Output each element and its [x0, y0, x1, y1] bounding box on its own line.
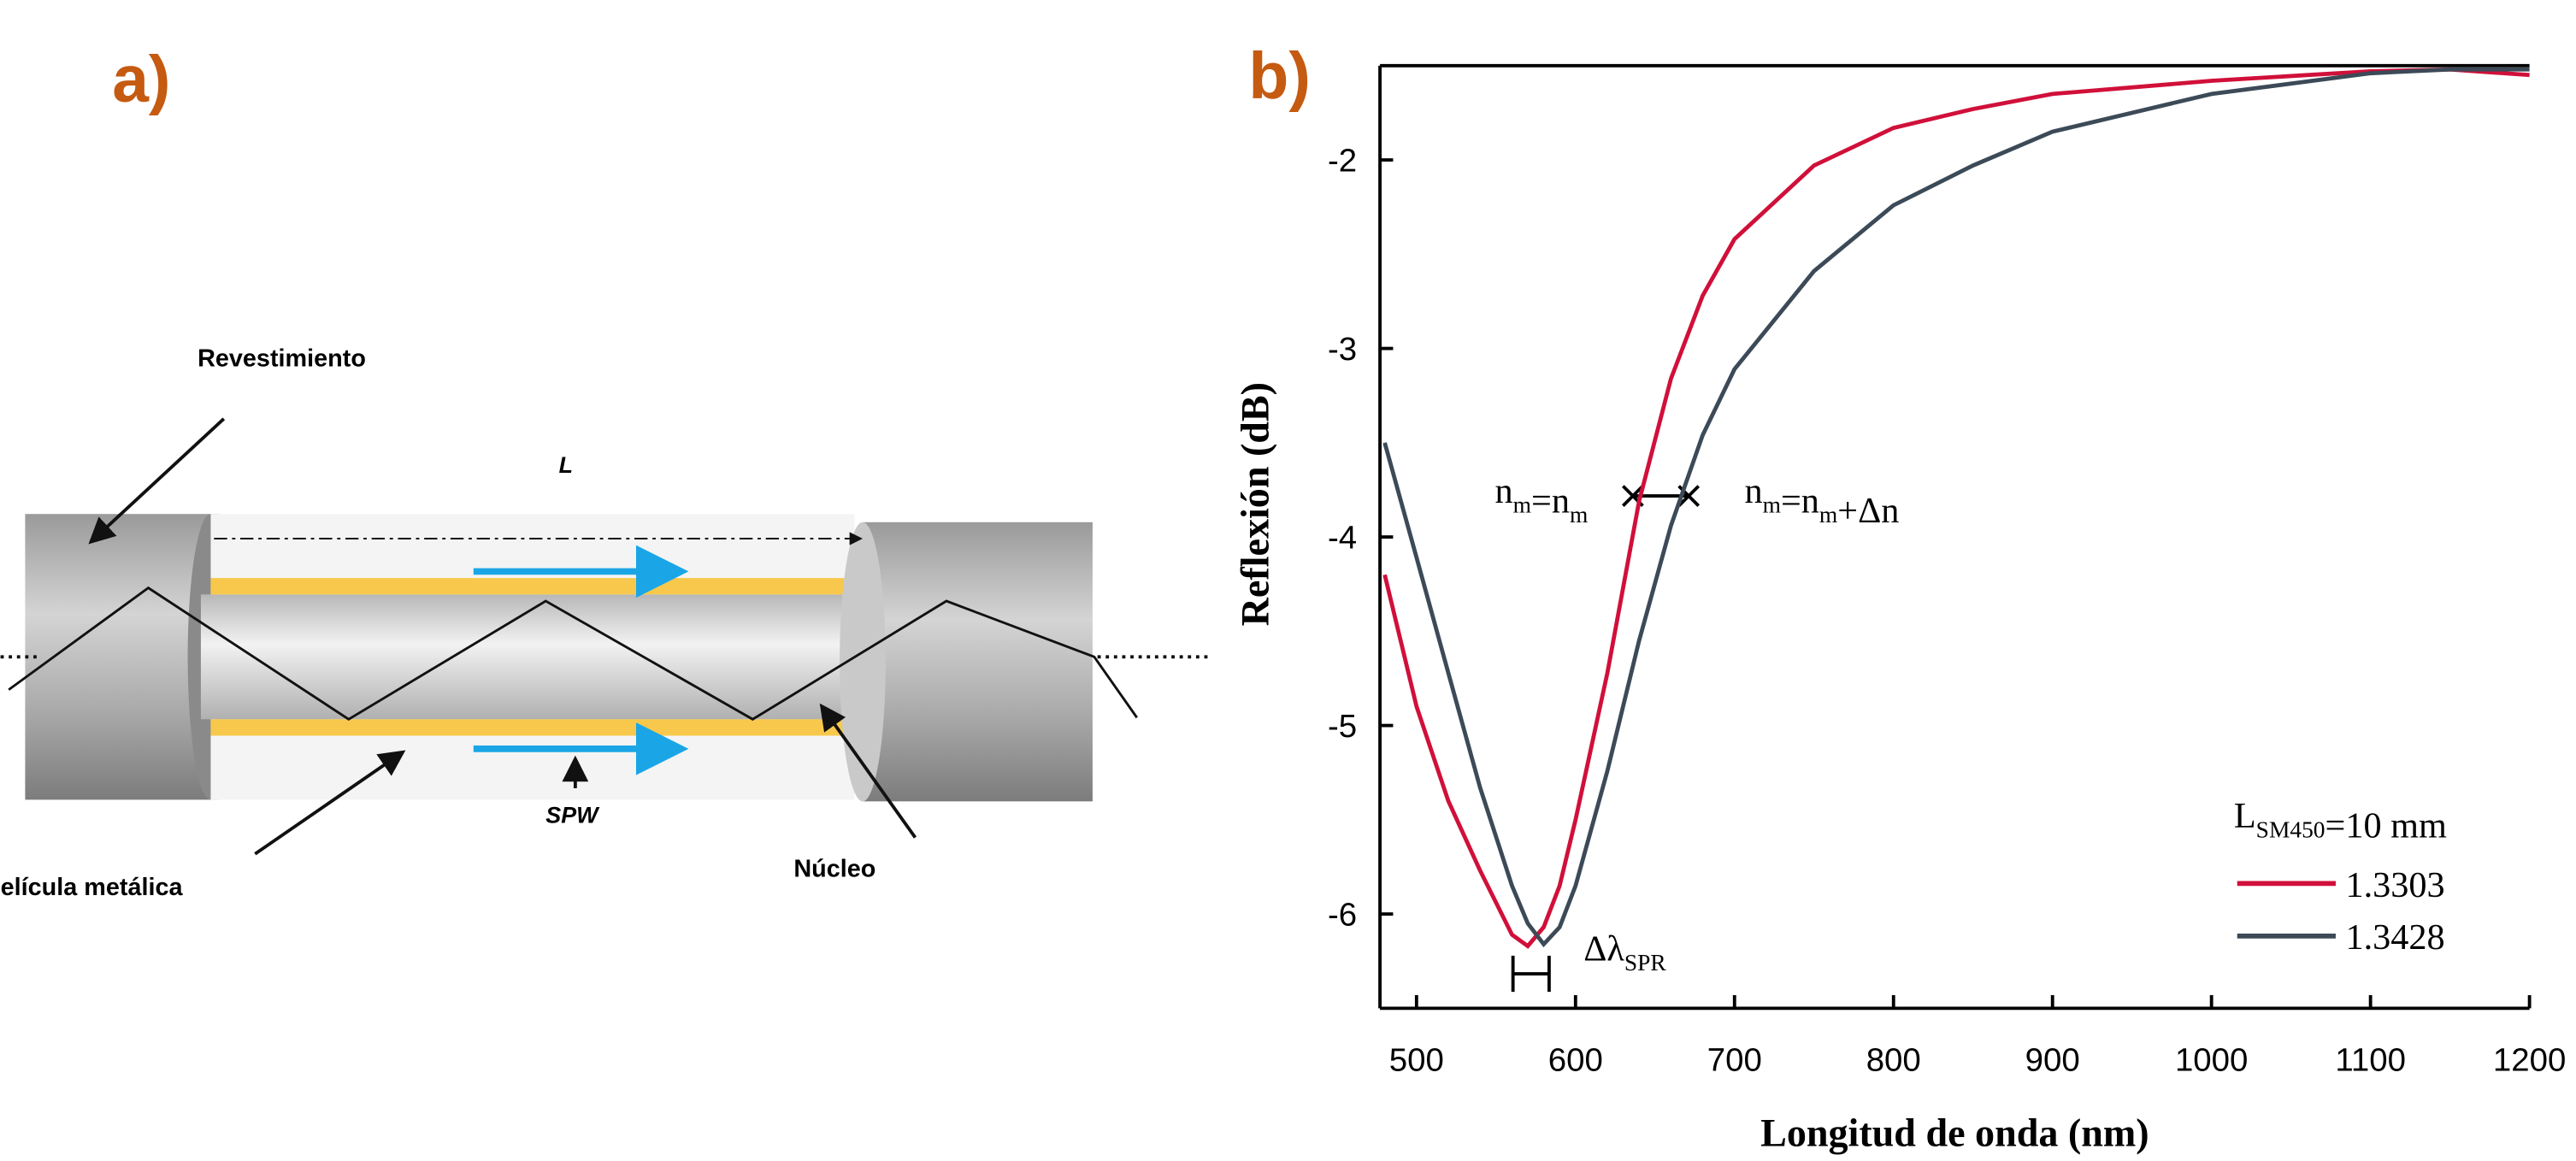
panel-label: a): [112, 43, 170, 116]
y-tick-label: -4: [1328, 520, 1357, 557]
label: L: [559, 452, 573, 478]
core: [200, 594, 855, 720]
legend-label: 1.3303: [2345, 865, 2444, 905]
metal-film: [210, 578, 848, 595]
y-axis-title: Reflexión (dB): [1233, 382, 1276, 626]
text-part: +Δn: [1837, 491, 1899, 531]
chart: b) Longitud de onda (nm) Reflexión (dB) …: [1233, 39, 2566, 1154]
x-axis-title: Longitud de onda (nm): [1760, 1111, 2149, 1155]
annotation: nm=nm+Δn: [1744, 471, 1899, 531]
metal-film: [210, 719, 848, 736]
subscript: SM450: [2256, 817, 2325, 843]
text-part: =n: [1781, 480, 1819, 521]
pointer: [88, 417, 226, 545]
text-part: Δλ: [1583, 929, 1624, 969]
subscript: m: [1513, 492, 1531, 517]
text-part: =10 mm: [2325, 806, 2448, 846]
x-tick-label: 500: [1389, 1041, 1444, 1078]
annotation: nm=nm: [1495, 471, 1589, 527]
y-tick-label: -5: [1328, 708, 1357, 745]
text-part: n: [1495, 471, 1513, 511]
subscript: m: [1819, 502, 1837, 527]
x-tick-label: 1000: [2175, 1041, 2248, 1078]
cladding-right: [863, 522, 1093, 802]
label: elícula metálica: [1, 874, 184, 901]
annotation: LSM450=10 mm: [2234, 796, 2447, 846]
label: SPW: [545, 802, 600, 828]
pointer: [254, 750, 406, 856]
text-part: L: [2234, 796, 2256, 836]
label: Núcleo: [793, 856, 875, 883]
label: Revestimiento: [197, 345, 366, 372]
annotation: ΔλSPR: [1583, 929, 1666, 976]
x-tick-label: 1200: [2493, 1041, 2566, 1078]
subscript: m: [1570, 502, 1588, 527]
pointer: [819, 703, 917, 839]
text-part: n: [1744, 471, 1762, 511]
light-ray: [8, 586, 1138, 722]
subscript: m: [1763, 492, 1781, 517]
x-tick-label: 900: [2025, 1041, 2080, 1078]
legend-label: 1.3428: [2345, 917, 2444, 958]
shift-bracket: [1511, 955, 1551, 993]
text-part: =n: [1531, 480, 1570, 521]
x-tick-label: 1100: [2335, 1041, 2406, 1078]
y-tick-label: -6: [1328, 897, 1357, 934]
subscript: SPR: [1624, 950, 1667, 975]
marker-group: [1511, 485, 1701, 993]
series-line: [1382, 67, 2530, 948]
panel-label: b): [1248, 39, 1311, 113]
fiber-diagram: a) Revestimiento L SPW elícula metálica …: [1, 43, 1213, 901]
x-tick-label: 800: [1866, 1041, 1921, 1078]
y-tick-label: -3: [1328, 331, 1357, 368]
y-tick-label: -2: [1328, 143, 1357, 180]
cladding-left: [25, 514, 220, 800]
x-tick-label: 600: [1548, 1041, 1603, 1078]
cladding-face: [840, 522, 886, 802]
x-tick-label: 700: [1707, 1041, 1762, 1078]
series-line: [1382, 67, 2530, 949]
